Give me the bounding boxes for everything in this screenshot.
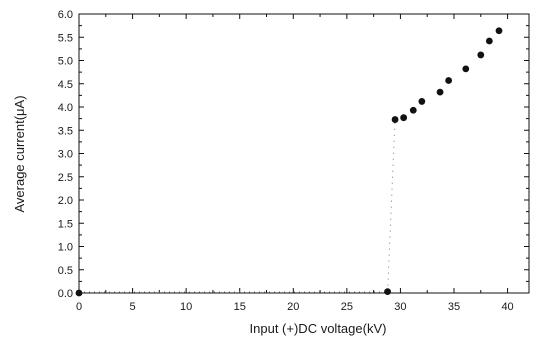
data-point xyxy=(462,65,470,73)
data-point xyxy=(391,116,399,123)
y-tick-label: 0.5 xyxy=(58,265,73,277)
x-tick-label: 5 xyxy=(130,301,136,313)
x-tick-label: 30 xyxy=(394,301,406,313)
x-tick-label: 10 xyxy=(180,301,192,313)
y-tick-label: 5.5 xyxy=(58,32,73,44)
data-point xyxy=(418,98,426,105)
y-tick-label: 4.5 xyxy=(58,79,73,91)
x-tick-label: 20 xyxy=(287,301,299,313)
y-tick-label: 2.0 xyxy=(58,195,73,207)
y-tick-label: 5.0 xyxy=(58,56,73,68)
y-tick-label: 1.5 xyxy=(58,218,73,230)
data-point xyxy=(436,88,444,96)
x-tick-label: 0 xyxy=(76,301,82,313)
x-tick-label: 40 xyxy=(501,301,513,313)
data-point xyxy=(445,77,453,84)
y-tick-label: 6.0 xyxy=(58,9,73,21)
data-point xyxy=(477,51,485,59)
jump-dotted-line xyxy=(387,119,396,292)
x-axis-title: Input (+)DC voltage(kV) xyxy=(250,321,387,336)
x-tick-label: 35 xyxy=(448,301,460,313)
y-tick-label: 1.0 xyxy=(58,242,73,254)
data-points xyxy=(75,27,503,297)
x-tick-label: 15 xyxy=(234,301,246,313)
x-axis-ticks: 0 5 10 15 20 25 30 35 40 xyxy=(76,14,514,313)
y-tick-label: 3.5 xyxy=(58,125,73,137)
data-point xyxy=(409,106,417,114)
y-tick-label: 2.5 xyxy=(58,172,73,184)
y-tick-label: 0.0 xyxy=(58,288,73,300)
y-axis-title: Average current(μA) xyxy=(12,95,27,212)
plot-border xyxy=(78,13,530,294)
data-point xyxy=(400,114,408,122)
y-tick-label: 3.0 xyxy=(58,149,73,161)
data-point xyxy=(485,37,493,45)
dotted-guides xyxy=(79,119,396,293)
y-axis-ticks: 0.0 0.5 1.0 1.5 2.0 2.5 3.0 3.5 4.0 4.5 5.0 5.5 6.0 xyxy=(58,9,529,300)
y-tick-label: 4.0 xyxy=(58,102,73,114)
x-tick-label: 25 xyxy=(341,301,353,313)
data-point xyxy=(75,289,83,297)
data-point xyxy=(384,288,391,296)
data-point xyxy=(495,27,503,35)
plot-frame xyxy=(78,13,530,294)
